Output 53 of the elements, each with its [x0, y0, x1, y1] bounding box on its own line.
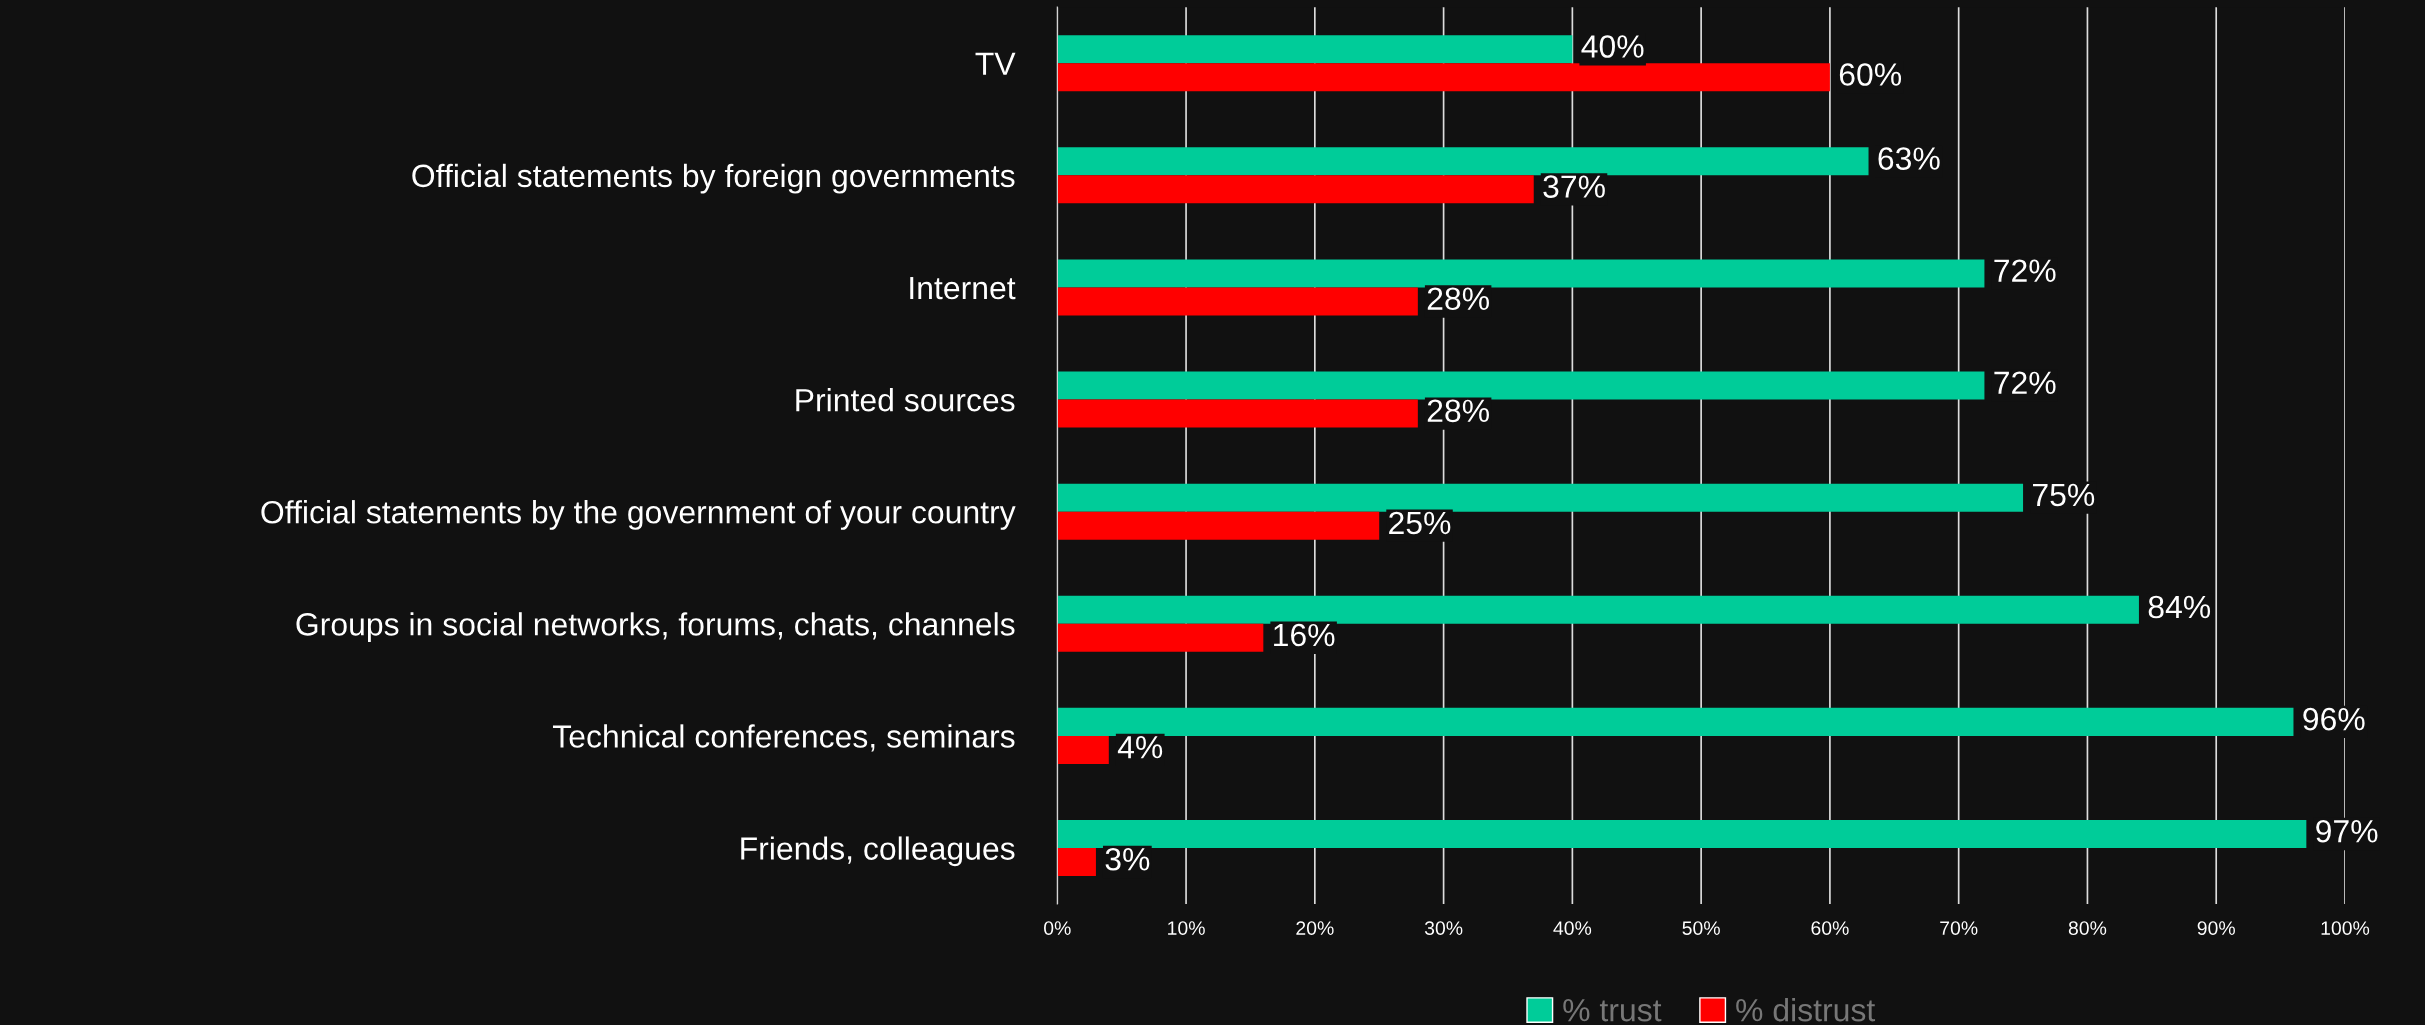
- bar: [1057, 399, 1418, 428]
- data-label: 97%: [2316, 819, 2378, 843]
- x-tick-label: 20%: [1296, 921, 1334, 935]
- bar: [1057, 371, 1985, 400]
- y-tick-label: Groups in social networks, forums, chats, channels: [296, 612, 1015, 642]
- y-tick-label: Printed sources: [796, 387, 1015, 412]
- bar: [1057, 707, 2294, 736]
- x-tick-label: 10%: [1168, 921, 1205, 935]
- y-tick-label: Official statements by foreign governments: [412, 163, 1015, 194]
- data-label: 28%: [1427, 399, 1489, 423]
- data-label: 72%: [1994, 259, 2056, 282]
- legend-label: % distrust: [1736, 997, 1876, 1022]
- y-tick-label: Technical conferences, seminars: [552, 724, 1015, 752]
- bar: [1057, 287, 1418, 316]
- x-tick-label: 90%: [2197, 921, 2235, 935]
- bar: [1057, 483, 2024, 512]
- x-tick-label: 30%: [1424, 921, 1463, 935]
- x-tick-label: 50%: [1682, 921, 1720, 935]
- data-label: 37%: [1543, 175, 1605, 198]
- bar: [1057, 35, 1573, 64]
- x-tick-label: 60%: [1811, 921, 1849, 935]
- x-tick-label: 0%: [1044, 921, 1071, 935]
- data-label: 60%: [1839, 63, 1902, 86]
- bar: [1057, 735, 1109, 764]
- data-label: 63%: [1878, 147, 1940, 170]
- y-tick-label: Friends, colleagues: [741, 836, 1015, 867]
- bar: [1057, 63, 1830, 92]
- bar: [1057, 175, 1534, 204]
- y-tick-label: Internet: [910, 277, 1016, 300]
- data-label: 40%: [1581, 35, 1644, 58]
- y-tick-label: TV: [975, 52, 1016, 75]
- legend-label: % trust: [1563, 998, 1662, 1022]
- bar: [1057, 819, 2307, 848]
- data-label: 3%: [1105, 847, 1150, 871]
- data-label: 96%: [2303, 707, 2365, 731]
- data-label: 4%: [1117, 735, 1163, 759]
- bar: [1057, 595, 2139, 624]
- bar: [1057, 848, 1096, 877]
- data-label: 72%: [1994, 371, 2056, 394]
- x-tick-label: 70%: [1940, 921, 1978, 935]
- x-tick-label: 100%: [2321, 921, 2370, 935]
- bar: [1057, 259, 1985, 288]
- y-tick-label: Official statements by the government of your country: [261, 500, 1016, 530]
- bar: [1057, 147, 1869, 176]
- data-label: 84%: [2148, 595, 2211, 619]
- data-label: 75%: [2033, 483, 2095, 507]
- data-label: 16%: [1274, 623, 1335, 647]
- bar: [1057, 623, 1264, 652]
- data-label: 25%: [1389, 511, 1451, 535]
- x-tick-label: 40%: [1553, 921, 1592, 935]
- data-label: 28%: [1427, 287, 1489, 311]
- x-tick-label: 80%: [2068, 921, 2107, 935]
- bar: [1057, 511, 1380, 540]
